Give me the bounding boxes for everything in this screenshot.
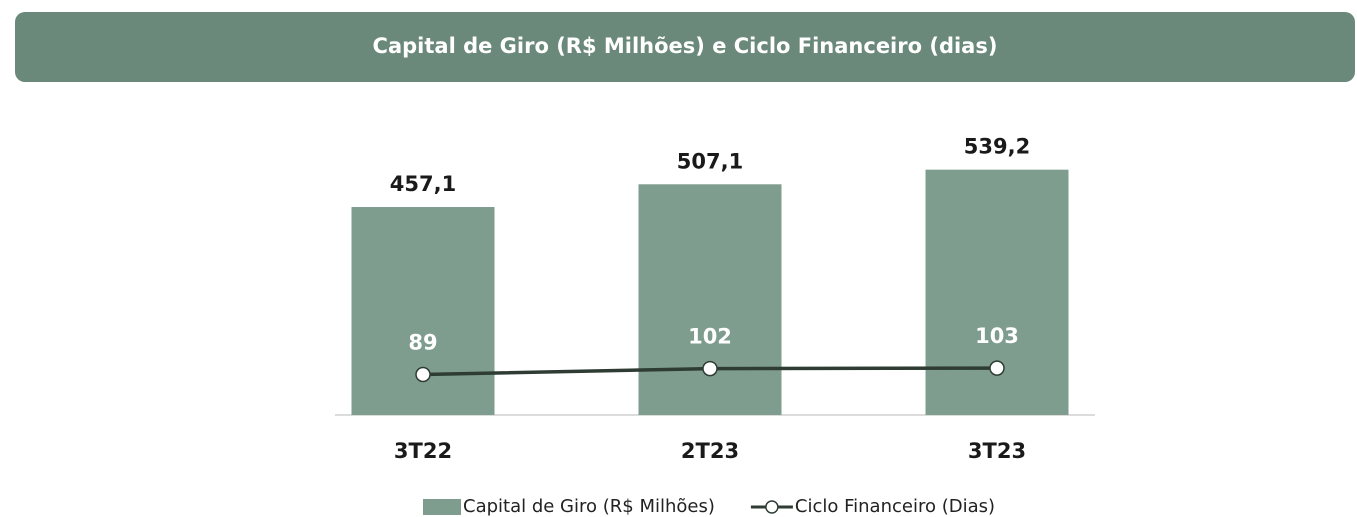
line-value-label: 89 xyxy=(408,331,437,355)
bar xyxy=(925,169,1069,415)
bar-value-label: 507,1 xyxy=(677,149,743,173)
legend-swatch-marker xyxy=(765,500,779,514)
line-marker xyxy=(415,366,431,383)
bar xyxy=(638,184,782,415)
line-marker xyxy=(702,360,718,377)
x-tick-label: 3T22 xyxy=(394,439,452,463)
line-value-label: 102 xyxy=(688,325,732,349)
chart-title: Capital de Giro (R$ Milhões) e Ciclo Fin… xyxy=(373,34,998,58)
legend-label: Capital de Giro (R$ Milhões) xyxy=(463,496,715,517)
bar-value-label: 539,2 xyxy=(964,135,1030,159)
x-tick-label: 2T23 xyxy=(681,439,739,463)
legend-swatch xyxy=(423,499,461,515)
bar xyxy=(351,207,495,415)
bar-value-label: 457,1 xyxy=(390,172,456,196)
x-tick-label: 3T23 xyxy=(968,439,1026,463)
line-value-label: 103 xyxy=(975,324,1019,348)
legend-label: Ciclo Financeiro (Dias) xyxy=(795,496,995,517)
line-marker xyxy=(989,360,1005,376)
title-band xyxy=(15,12,1355,82)
